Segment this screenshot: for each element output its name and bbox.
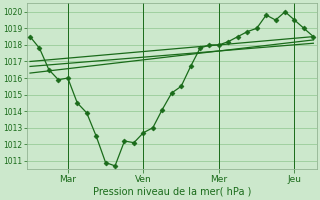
X-axis label: Pression niveau de la mer( hPa ): Pression niveau de la mer( hPa ) [92,187,251,197]
